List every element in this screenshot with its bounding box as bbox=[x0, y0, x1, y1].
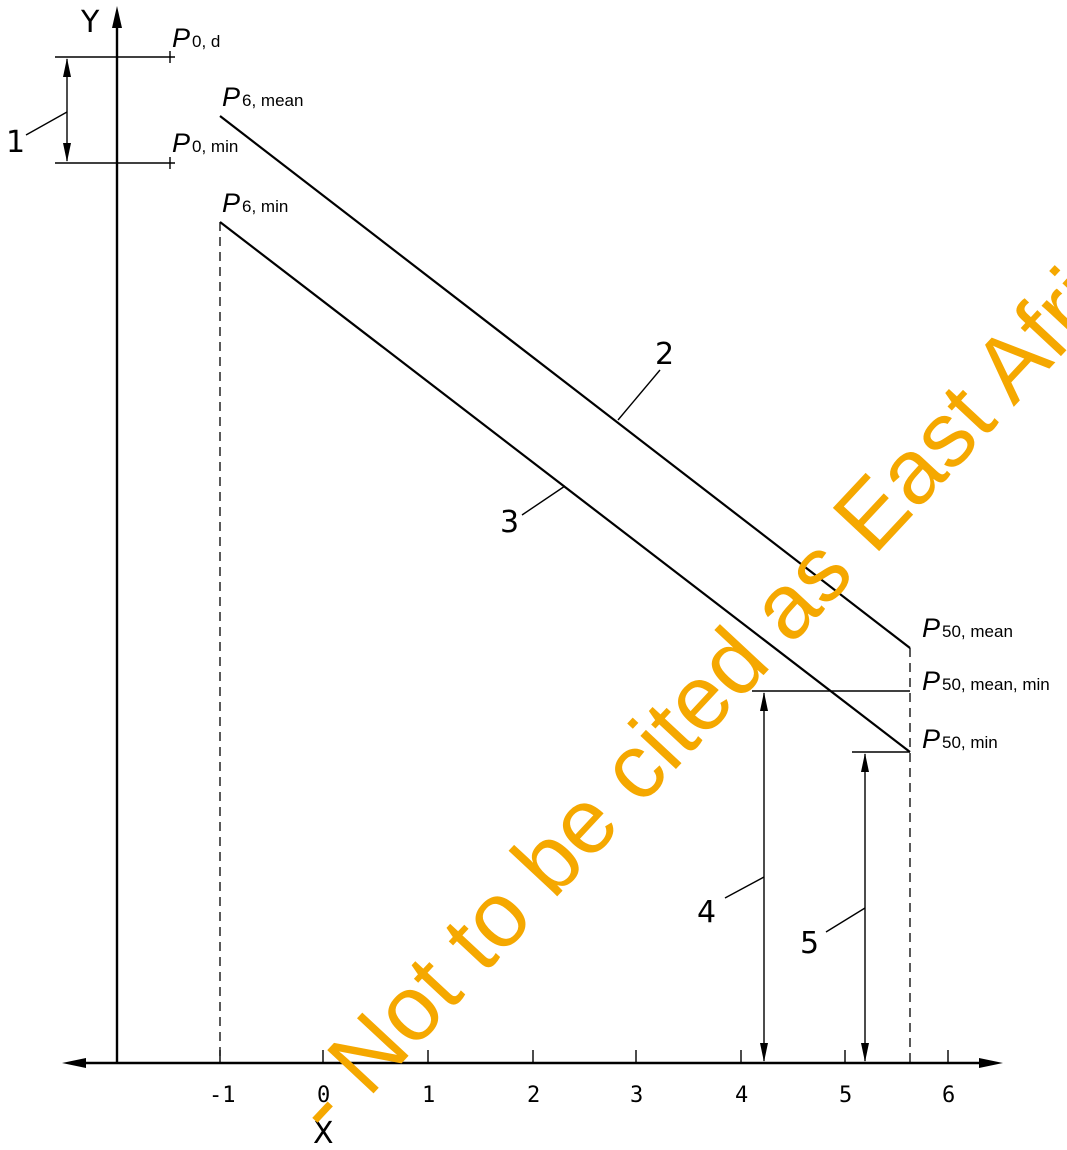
y-axis-arrowhead bbox=[112, 6, 122, 28]
x-tick-marks bbox=[219, 1050, 949, 1063]
dimension-1-arrow-up bbox=[63, 58, 71, 77]
label-p6-mean: P 6, mean bbox=[222, 82, 303, 112]
key-1-leader bbox=[25, 111, 68, 136]
x-tick-labels: -1 0 1 2 3 4 5 6 bbox=[209, 1083, 955, 1108]
key-5-label: 5 bbox=[800, 926, 819, 961]
watermark: - Not to be cited as East African Standa… bbox=[270, 0, 1067, 1150]
x-tick-label: 4 bbox=[735, 1083, 748, 1108]
x-axis-right-arrowhead bbox=[979, 1058, 1003, 1068]
x-axis-label: X bbox=[313, 1116, 334, 1150]
x-tick-label: 6 bbox=[942, 1083, 955, 1108]
x-tick-label: 0 bbox=[317, 1083, 330, 1108]
key-3-leader bbox=[521, 485, 566, 516]
key-3-label: 3 bbox=[500, 505, 519, 540]
key-1-label: 1 bbox=[6, 125, 25, 160]
key-2-label: 2 bbox=[655, 337, 674, 372]
key-5-leader bbox=[825, 907, 866, 933]
label-p50-mean: P 50, mean bbox=[922, 613, 1013, 643]
label-p50-mean-min: P 50, mean, min bbox=[922, 666, 1050, 696]
dimension-5-arrow-down bbox=[861, 1043, 869, 1062]
x-tick-label: 3 bbox=[630, 1083, 643, 1108]
y-axis-label: Y bbox=[80, 5, 100, 40]
min-line bbox=[219, 221, 911, 753]
key-4-leader bbox=[724, 876, 765, 899]
label-p50-min: P 50, min bbox=[922, 724, 998, 754]
key-4-label: 4 bbox=[697, 895, 716, 930]
dimension-5-arrow-up bbox=[861, 753, 869, 772]
dimension-4-arrow-up bbox=[760, 692, 768, 711]
mean-line bbox=[219, 115, 911, 649]
x-axis-left-arrowhead bbox=[62, 1058, 86, 1068]
label-p0-d: P 0, d bbox=[172, 23, 220, 53]
x-tick-label: 2 bbox=[527, 1083, 540, 1108]
key-2-leader bbox=[617, 369, 661, 421]
x-tick-label: -1 bbox=[209, 1083, 236, 1108]
label-p0-min: P 0, min bbox=[172, 128, 238, 158]
dimension-4-arrow-down bbox=[760, 1043, 768, 1062]
x-tick-label: 1 bbox=[422, 1083, 435, 1108]
label-p6-min: P 6, min bbox=[222, 188, 288, 218]
x-tick-label: 5 bbox=[839, 1083, 852, 1108]
dimension-1-arrow-down bbox=[63, 143, 71, 162]
